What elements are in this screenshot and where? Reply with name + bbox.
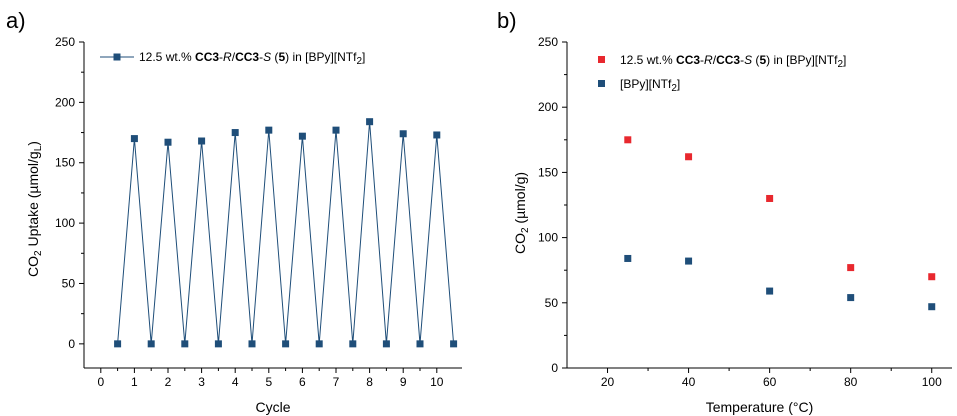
legend-label-b-ionic-liquid: [BPy][NTf2] [620,77,680,94]
x-tick-label-a: 8 [366,375,373,389]
data-point-b-1 [624,254,632,262]
data-point-b-0 [685,153,693,161]
y-axis-label-b: CO2 (µmol/g) [512,172,531,254]
x-tick-label-a: 0 [97,375,104,389]
data-point-a-0 [114,340,122,348]
y-tick-label-b: 150 [538,165,558,179]
data-point-a-0 [416,340,424,348]
y-tick-label-a: 150 [55,156,75,170]
y-tick-label-a: 100 [55,216,75,230]
data-point-a-0 [181,340,189,348]
data-point-a-0 [231,129,239,137]
x-axis-label-b: Temperature (°C) [706,399,814,415]
panel-label-b: b) [497,8,517,33]
x-tick-label-a: 9 [400,375,407,389]
data-point-a-0 [450,340,458,348]
axes-b: 0 50 100 150 200 250 20 40 60 80 100 [538,35,952,389]
y-tick-label-b: 50 [545,296,559,310]
legend-label-a: 12.5 wt.% CC3-R/CC3-S (5) in [BPy][NTf2] [139,50,365,67]
legend-marker-a [113,53,121,61]
panel-label-a: a) [6,8,26,33]
data-point-b-1 [685,257,693,265]
data-point-a-0 [130,135,138,143]
data-point-a-0 [382,340,390,348]
y-tick-label-a: 200 [55,95,75,109]
data-point-a-0 [349,340,357,348]
legend-b: 12.5 wt.% CC3-R/CC3-S (5) in [BPy][NTf2]… [598,53,846,94]
data-point-a-0 [198,137,206,145]
x-tick-label-a: 2 [165,375,172,389]
axes-a: 0 50 100 150 200 250 0 1 2 3 4 5 6 7 8 9 10 [55,35,462,389]
x-tick-label-b: 60 [763,375,777,389]
x-tick-label-a: 4 [232,375,239,389]
data-point-a-0 [248,340,256,348]
data-point-a-0 [399,130,407,138]
data-point-a-0 [332,126,340,134]
data-point-a-0 [164,138,172,146]
chart-panel-a: a) 0 50 100 150 200 250 0 1 2 3 4 5 6 7 8 9 10 12.5 wt.%… [6,8,462,415]
y-tick-label-a: 0 [68,337,75,351]
x-tick-label-a: 7 [333,375,340,389]
x-tick-label-b: 40 [682,375,696,389]
data-point-b-0 [928,273,936,281]
y-tick-label-b: 0 [551,361,558,375]
chart-panel-b: b) 0 50 100 150 200 250 20 40 60 80 100 12.5 wt.% … [497,8,952,415]
y-tick-label-a: 50 [62,276,76,290]
x-tick-label-a: 10 [430,375,444,389]
data-point-a-0 [282,340,290,348]
x-tick-label-a: 3 [198,375,205,389]
x-tick-label-a: 1 [131,375,138,389]
x-tick-label-b: 20 [601,375,615,389]
data-point-b-1 [847,294,855,302]
data-point-b-0 [624,136,632,144]
data-point-a-0 [433,131,441,139]
data-point-a-0 [315,340,323,348]
data-point-a-0 [265,126,273,134]
x-tick-label-b: 80 [844,375,858,389]
series-a [114,118,458,348]
y-tick-label-b: 250 [538,35,558,49]
data-point-a-0 [214,340,222,348]
y-tick-label-a: 250 [55,35,75,49]
series-line-a-0 [117,121,455,344]
data-point-b-0 [766,194,774,202]
data-point-b-0 [847,264,855,272]
legend-label-b-composite: 12.5 wt.% CC3-R/CC3-S (5) in [BPy][NTf2] [620,53,846,70]
x-axis-label-a: Cycle [255,399,290,415]
data-point-a-0 [298,132,306,140]
y-tick-label-b: 200 [538,100,558,114]
x-tick-label-a: 5 [265,375,272,389]
data-point-a-0 [366,118,374,126]
legend-marker-b-blue [598,80,605,87]
x-tick-label-a: 6 [299,375,306,389]
data-point-b-1 [766,287,774,295]
data-point-a-0 [147,340,155,348]
legend-marker-b-red [598,56,605,63]
data-point-b-1 [928,303,936,311]
x-tick-label-b: 100 [922,375,942,389]
legend-a: 12.5 wt.% CC3-R/CC3-S (5) in [BPy][NTf2] [100,50,365,67]
y-axis-label-a: CO2 Uptake (µmol/gL) [25,141,44,277]
series-b [624,136,936,311]
y-tick-label-b: 100 [538,231,558,245]
